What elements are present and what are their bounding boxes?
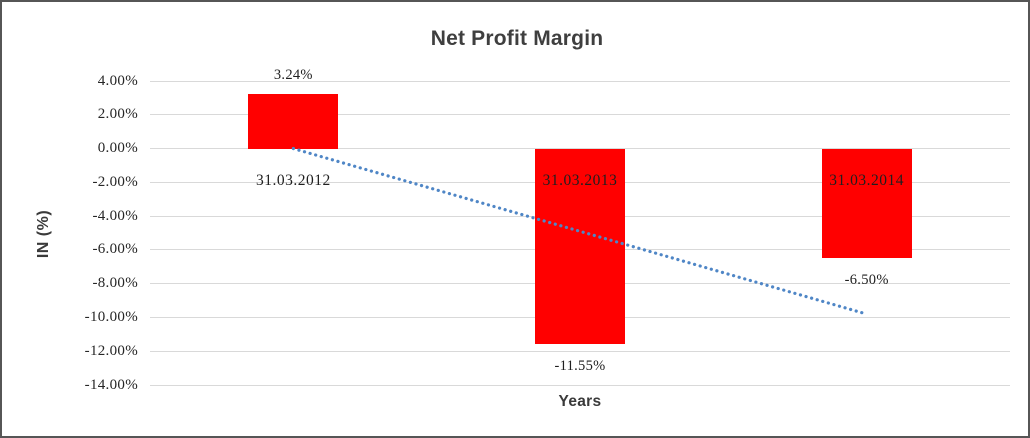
gridline bbox=[150, 384, 1010, 386]
y-tick-label: -4.00% bbox=[92, 207, 138, 224]
category-label: 31.03.2013 bbox=[542, 171, 618, 189]
category-label: 31.03.2012 bbox=[255, 171, 331, 189]
category-label: 31.03.2014 bbox=[829, 171, 905, 189]
gridline bbox=[150, 350, 1010, 352]
y-tick-label: -12.00% bbox=[84, 342, 138, 359]
y-tick-label: -6.00% bbox=[92, 241, 138, 258]
chart-title: Net Profit Margin bbox=[430, 27, 604, 50]
bar bbox=[821, 148, 912, 259]
y-tick-label: 2.00% bbox=[97, 106, 138, 123]
data-label: -6.50% bbox=[844, 272, 889, 289]
bar bbox=[248, 93, 339, 149]
gridline bbox=[150, 114, 1010, 116]
y-tick-label: -2.00% bbox=[92, 173, 138, 190]
data-label: 3.24% bbox=[273, 66, 313, 83]
y-tick-label: -8.00% bbox=[92, 275, 138, 292]
y-tick-label: -10.00% bbox=[84, 308, 138, 325]
data-label: -11.55% bbox=[554, 357, 606, 374]
y-tick-label: 4.00% bbox=[97, 72, 138, 89]
y-tick-label: -14.00% bbox=[84, 376, 138, 393]
x-axis-title: Years bbox=[558, 393, 602, 410]
y-axis-title: IN (%) bbox=[35, 209, 52, 259]
y-tick-label: 0.00% bbox=[97, 140, 138, 157]
gridline bbox=[150, 80, 1010, 82]
